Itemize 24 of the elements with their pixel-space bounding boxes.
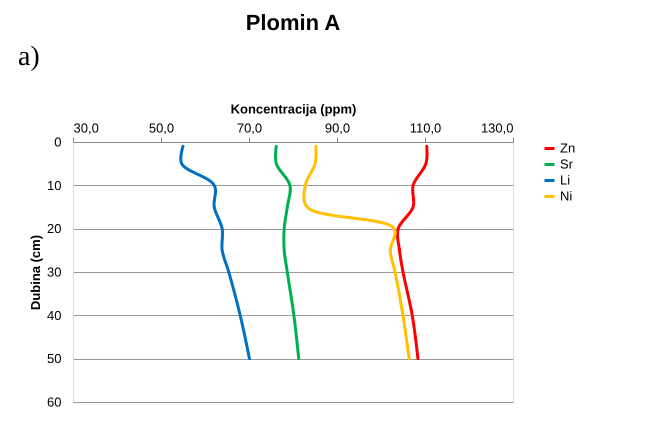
legend-label: Sr: [560, 156, 574, 172]
legend-label: Ni: [560, 188, 572, 204]
y-axis-title: Dubina (cm): [28, 234, 44, 310]
y-tick-label: 50: [47, 351, 62, 366]
x-tick-label: 90,0: [324, 120, 350, 136]
x-tick-label: 110,0: [410, 120, 442, 136]
x-axis-title: Koncentracija (ppm): [230, 102, 356, 116]
y-tick-label: 20: [47, 221, 62, 236]
legend-label: Zn: [560, 140, 576, 156]
legend-label: Li: [560, 172, 570, 188]
x-tick-label: 130,0: [480, 120, 514, 136]
text: a): [18, 41, 40, 72]
x-tick-label: 70,0: [236, 120, 262, 136]
y-tick-label: 0: [54, 134, 62, 150]
y-tick-label: 40: [47, 308, 62, 323]
y-tick-label: 60: [47, 394, 62, 410]
y-tick-label: 10: [47, 178, 62, 193]
line-series: [179, 144, 251, 360]
x-tick-label: 50,0: [148, 120, 174, 136]
line-series: [274, 144, 300, 360]
line-series: [396, 144, 428, 360]
x-tick-label: 30,0: [74, 120, 99, 136]
y-tick-label: 30: [47, 264, 62, 280]
chart-title: Plomin A: [246, 10, 340, 35]
